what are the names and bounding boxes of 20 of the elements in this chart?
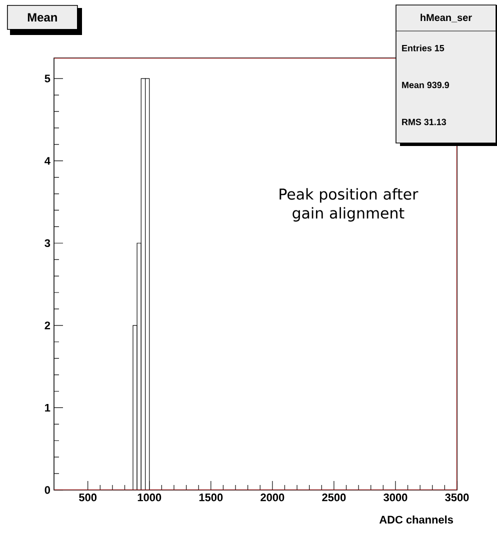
y-tick-label: 4 [44, 157, 50, 165]
x-tick-label: 3500 [445, 494, 469, 502]
x-tick-label: 3000 [384, 494, 408, 502]
y-tick-label: 0 [44, 486, 50, 494]
text: hMean_ser [420, 14, 472, 22]
chart-title: Mean [28, 13, 57, 22]
x-tick-label: 2000 [260, 494, 284, 502]
x-tick-label: 500 [79, 494, 97, 502]
annotation: Mean 939.9 [402, 82, 450, 88]
x-tick-label: 1500 [199, 494, 223, 502]
y-tick-label: 2 [44, 322, 50, 330]
y-tick-label: 5 [44, 74, 50, 82]
annotation: Peak position after gain alignment [280, 188, 418, 222]
x-tick-label: 1000 [138, 494, 162, 502]
y-tick-label: 1 [45, 404, 50, 412]
text: Entries 15 [402, 44, 444, 52]
x-axis-title: ADC channels [379, 516, 454, 524]
x-tick-label: 2500 [322, 494, 346, 502]
annotation: RMS 31.13 [402, 118, 446, 126]
y-tick-label: 3 [44, 239, 50, 248]
